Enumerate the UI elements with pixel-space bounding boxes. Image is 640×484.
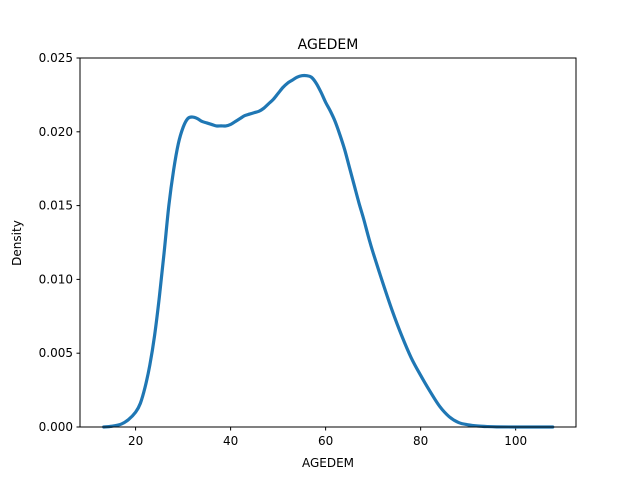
y-tick-label: 0.020	[39, 125, 73, 139]
x-tick-label: 80	[413, 434, 428, 448]
y-tick-label: 0.015	[39, 199, 73, 213]
x-tick-label: 20	[128, 434, 143, 448]
plot-frame	[79, 57, 577, 428]
x-tick-label: 100	[504, 434, 527, 448]
y-tick-label: 0.010	[39, 272, 73, 286]
x-tick-label: 40	[223, 434, 238, 448]
y-axis-label: Density	[10, 220, 24, 266]
y-tick-label: 0.025	[39, 51, 73, 65]
x-tick-label: 60	[318, 434, 333, 448]
y-tick-label: 0.005	[39, 346, 73, 360]
y-tick-label: 0.000	[39, 420, 73, 434]
y-axis-ticks: 0.000 0.005 0.010 0.015 0.020 0.025	[39, 51, 80, 434]
density-curve	[102, 73, 555, 429]
x-axis-label: AGEDEM	[302, 456, 354, 470]
x-axis-ticks: 20 40 60 80 100	[128, 427, 527, 448]
chart-title: AGEDEM	[298, 37, 359, 53]
